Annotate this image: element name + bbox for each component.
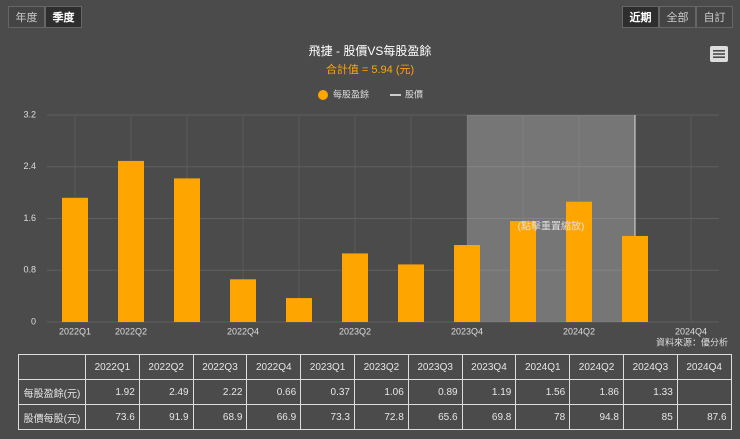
bar [622,235,648,322]
table-cell: 股價每股(元) [18,404,86,430]
chart-subtitle: 合計值 = 5.94 (元) [326,62,414,76]
y-tick-label: 0 [31,316,36,326]
y-tick-label: 2.4 [23,161,36,171]
table-cell: 72.8 [353,404,409,430]
table-cell: 73.6 [85,404,140,430]
bar [118,160,144,322]
reset-zoom[interactable]: (點擊重置縮放) [518,220,585,233]
table-cell: 2022Q1 [85,354,140,380]
toggle-button[interactable]: 季度 [45,6,82,28]
table-cell: 2024Q4 [676,354,732,380]
bar [566,201,592,322]
table-cell: 65.6 [407,404,463,430]
table-cell: 1.06 [353,379,409,405]
zoom-selection[interactable] [467,115,635,322]
y-tick-label: 0.8 [23,265,36,275]
table-cell: 66.9 [246,404,302,430]
bar [510,221,536,322]
legend-label: 股價 [405,89,423,99]
bar [454,245,480,322]
table-cell: 2023Q3 [407,354,463,380]
x-tick-label: 2023Q2 [339,326,371,336]
x-tick-label: 2024Q2 [563,326,595,336]
table-cell: 0.66 [246,379,302,405]
table-cell: 2024Q1 [515,354,571,380]
table-cell: 2024Q3 [622,354,678,380]
table-cell: 87.6 [676,404,732,430]
chart-title: 飛捷 - 股價VS每股盈餘 [309,43,432,58]
y-tick-label: 3.2 [23,109,36,119]
x-tick-label: 2022Q1 [59,326,91,336]
table-row: 每股盈餘(元) 1.92 2.49 2.22 0.66 0.37 1.06 0.89 1.19 1… [18,379,732,405]
table-cell: 69.8 [461,404,517,430]
x-tick-label: 2022Q2 [115,326,147,336]
table-cell: 1.86 [569,379,624,405]
toggle-button[interactable]: 自訂 [696,6,733,28]
table-row: 股價每股(元) 73.6 91.9 68.9 66.9 73.3 72.8 65.6 69.8 7… [18,404,732,430]
table-cell: 0.37 [300,379,355,405]
toggle-button[interactable]: 全部 [659,6,696,28]
table-cell: 85 [622,404,678,430]
table-cell: 2.49 [138,379,194,405]
y-tick-label: 1.6 [23,213,36,223]
bar [230,279,256,322]
data-table: 2022Q1 2022Q2 2022Q3 2022Q4 2023Q1 2023Q2 2023… [18,354,732,430]
table-cell: 68.9 [192,404,248,430]
table-cell: 2.22 [192,379,248,405]
table-cell [676,379,732,405]
x-tick-label: 2023Q4 [451,326,483,336]
chart: 飛捷 - 股價VS每股盈餘 合計值 = 5.94 (元) 0 0.8 1.6 2.4 3… [23,43,728,347]
table-cell: 2022Q2 [138,354,194,380]
bar [398,264,424,322]
bar [174,178,200,322]
table-header: 2022Q1 2022Q2 2022Q3 2022Q4 2023Q1 2023Q2 2023… [18,354,732,380]
table-cell: 78 [515,404,571,430]
table-cell: 2023Q2 [353,354,409,380]
toggle-button[interactable]: 年度 [8,6,45,28]
table-cell: 2022Q3 [192,354,248,380]
x-tick-label: 2024Q4 [675,326,707,336]
legend-label: 每股盈餘 [333,88,369,99]
table-cell: 1.19 [461,379,517,405]
table-cell: 2023Q4 [461,354,517,380]
table-cell: 2022Q4 [246,354,302,380]
table-cell: 2023Q1 [300,354,355,380]
table-cell: 1.56 [515,379,571,405]
menu-icon[interactable] [710,46,728,62]
bar [62,197,88,322]
table-cell: 0.89 [407,379,463,405]
table-cell: 1.92 [85,379,140,405]
toggle-button[interactable]: 近期 [622,6,659,28]
legend-swatch [318,90,328,100]
table-cell: 2024Q2 [569,354,624,380]
bar [286,298,312,322]
bar [342,253,368,322]
source-note: 資料來源：優分析 [656,336,728,347]
table-cell [18,354,86,380]
table-cell: 94.8 [569,404,624,430]
x-tick-label: 2022Q4 [227,326,259,336]
table-cell: 91.9 [138,404,194,430]
table-cell: 73.3 [300,404,355,430]
table-cell: 1.33 [622,379,678,405]
table-cell: 每股盈餘(元) [18,379,86,405]
